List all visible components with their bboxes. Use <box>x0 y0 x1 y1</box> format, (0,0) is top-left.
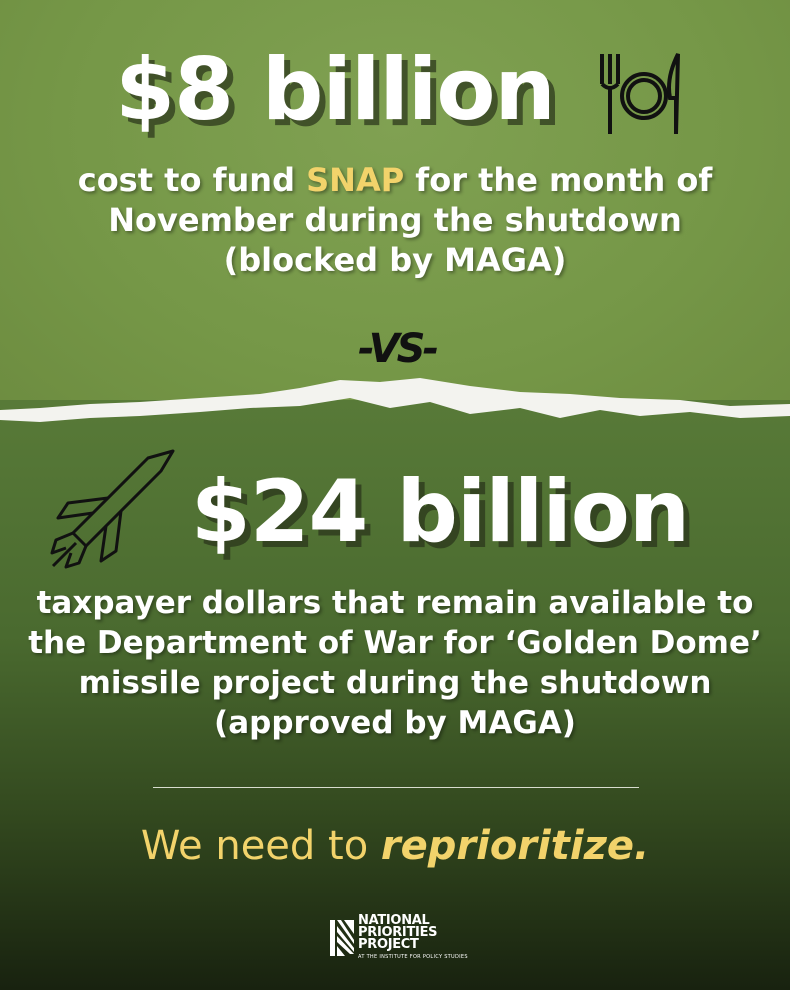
divider <box>153 787 639 788</box>
missile-icon <box>50 449 175 569</box>
snap-line-2: November during the shutdown <box>108 201 682 239</box>
top-panel <box>0 0 790 420</box>
golden-dome-description: taxpayer dollars that remain available t… <box>0 583 790 743</box>
golden-dome-line-1: taxpayer dollars that remain available t… <box>36 585 754 621</box>
versus-label: -VS- <box>358 326 439 372</box>
golden-dome-line-2: the Department of War for ‘Golden Dome’ <box>28 625 762 661</box>
plate-fork-knife-icon <box>600 53 680 135</box>
golden-dome-line-3: missile project during the shutdown <box>78 665 712 701</box>
tagline: We need to reprioritize. <box>140 823 650 869</box>
golden-dome-line-4: (approved by MAGA) <box>214 705 576 741</box>
snap-description: cost to fund SNAP for the month of Novem… <box>0 160 790 280</box>
snap-cost-amount: $8 billion <box>115 40 555 140</box>
sunburst-logo-icon <box>330 919 354 956</box>
snap-highlight: SNAP <box>306 161 405 199</box>
snap-line-3: (blocked by MAGA) <box>223 241 567 279</box>
tagline-emphasis: reprioritize <box>380 823 634 869</box>
snap-line-1: cost to fund SNAP for the month of <box>77 161 713 199</box>
golden-dome-amount: $24 billion <box>190 462 690 562</box>
torn-paper-edge <box>0 378 790 422</box>
npp-logo: NATIONAL PRIORITIES PROJECT AT THE INSTI… <box>330 914 468 960</box>
